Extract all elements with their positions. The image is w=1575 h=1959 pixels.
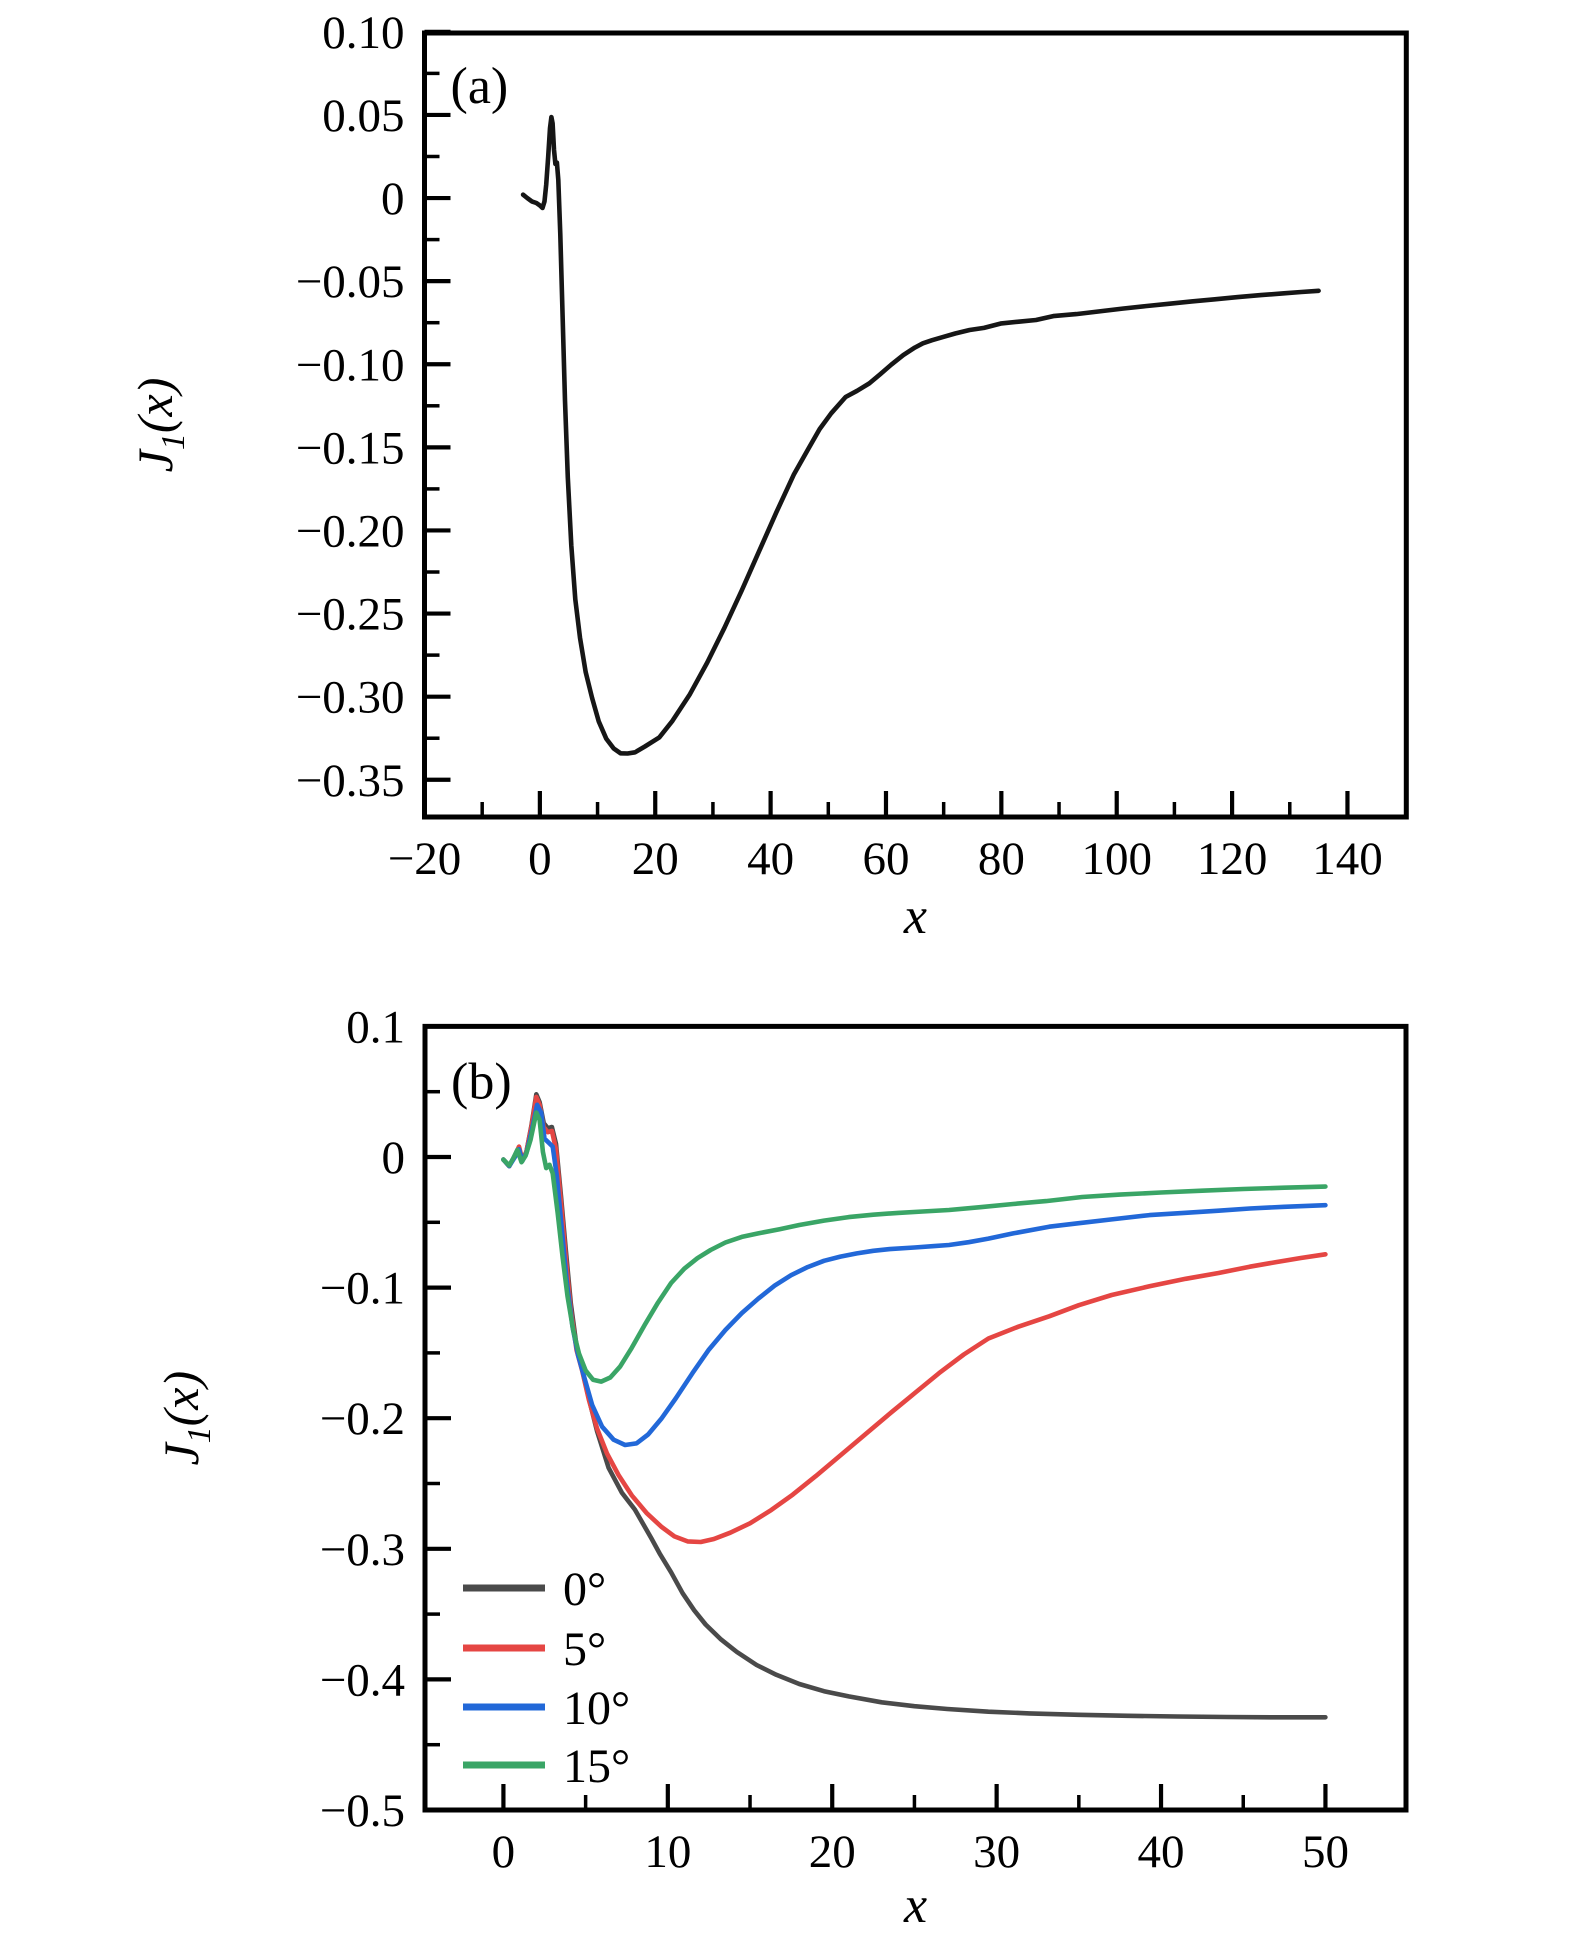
x-tick-label: 50 <box>1302 1826 1349 1878</box>
x-tick-label: 40 <box>1138 1826 1185 1878</box>
y-tick-label: −0.1 <box>320 1263 405 1315</box>
x-tick-label: 60 <box>862 833 909 885</box>
y-axis-label-a: J1(x) <box>127 378 192 473</box>
panel-b: 0 10 20 30 40 50 0.1 0 −0.1 −0.2 −0.3 −0.4 −0.5 (b) x J… <box>153 1001 1409 1934</box>
x-axis-label-b: x <box>903 1877 927 1934</box>
x-tick-label: 0 <box>528 833 552 885</box>
legend-label: 0° <box>563 1563 606 1616</box>
legend-label: 5° <box>563 1623 606 1676</box>
y-tick-label: −0.10 <box>296 339 405 391</box>
axes-frame-a <box>422 30 1409 820</box>
curve-a-0 <box>520 114 1321 756</box>
x-tick-label: 120 <box>1197 833 1268 885</box>
x-tick-label: 80 <box>978 833 1025 885</box>
curve-b-0 <box>501 1092 1328 1720</box>
x-tick-label: 0 <box>492 1826 516 1878</box>
x-axis-label-a: x <box>903 888 927 945</box>
y-tick-label: 0.05 <box>322 90 404 142</box>
y-tick-label: −0.25 <box>296 589 405 641</box>
y-tick-label: −0.2 <box>320 1393 405 1445</box>
legend-label: 15° <box>563 1740 630 1793</box>
x-tick-label: 40 <box>747 833 794 885</box>
x-tick-label: 10 <box>644 1826 691 1878</box>
y-tick-label: −0.15 <box>296 422 405 474</box>
curve-b-3 <box>501 1110 1328 1384</box>
y-tick-label: −0.3 <box>320 1524 405 1576</box>
y-tick-label: 0 <box>381 173 405 225</box>
y-axis-label-b: J1(x) <box>153 1371 218 1466</box>
x-tick-label: 140 <box>1312 833 1383 885</box>
x-tick-label: 100 <box>1081 833 1152 885</box>
x-tick-label: −20 <box>388 833 462 885</box>
y-tick-label: 0 <box>382 1132 406 1184</box>
x-tick-label: 20 <box>632 833 679 885</box>
panel-label-b: (b) <box>451 1053 512 1110</box>
y-tick-label: −0.4 <box>320 1654 405 1706</box>
y-tick-label: −0.5 <box>320 1785 405 1837</box>
ticks-b <box>425 1024 1328 1813</box>
ticks-a <box>422 29 1350 817</box>
y-tick-label: 0.1 <box>346 1001 405 1053</box>
y-tick-label: −0.30 <box>296 672 405 724</box>
y-tick-label: −0.20 <box>296 505 405 557</box>
legend: 0° 5° 10°15° <box>463 1563 630 1793</box>
legend-label: 10° <box>563 1682 630 1735</box>
panel-label-a: (a) <box>451 58 509 115</box>
panel-a: −20 0 20 40 60 80 100 120 140 0.10 0.05 0 −0.05 −0.10… <box>127 7 1409 945</box>
x-tick-label: 20 <box>809 1826 856 1878</box>
y-tick-label: −0.05 <box>296 256 405 308</box>
y-tick-label: −0.35 <box>296 755 405 807</box>
x-tick-label: 30 <box>973 1826 1020 1878</box>
curve-b-2 <box>501 1102 1328 1448</box>
curve-b-1 <box>501 1094 1328 1545</box>
y-tick-label: 0.10 <box>322 7 404 59</box>
